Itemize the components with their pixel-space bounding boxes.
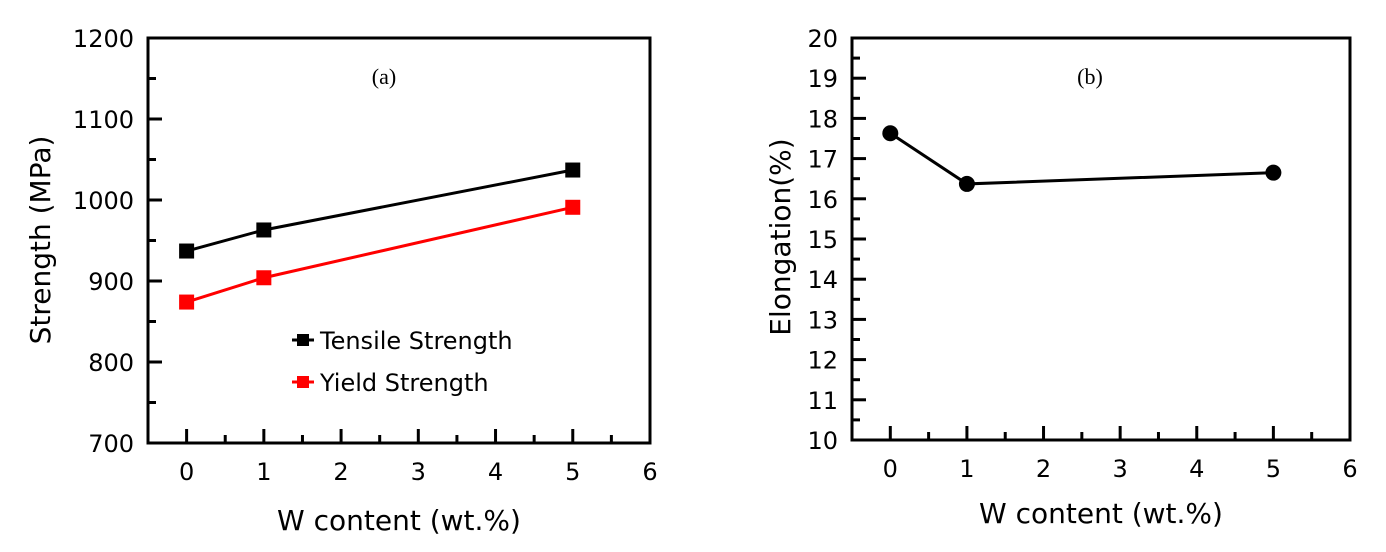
data-point-marker xyxy=(958,175,975,192)
y-tick-label: 800 xyxy=(88,349,134,377)
y-axis-title-a: Strength (MPa) xyxy=(24,136,57,345)
x-axis-title-a: W content (wt.%) xyxy=(277,504,521,537)
y-tick-label: 18 xyxy=(807,105,838,133)
x-tick-label: 5 xyxy=(565,458,580,486)
y-tick-label: 900 xyxy=(88,268,134,296)
x-tick-label: 0 xyxy=(179,458,194,486)
y-tick-label: 20 xyxy=(807,25,838,53)
y-tick-label: 14 xyxy=(807,266,838,294)
y-tick-label: 11 xyxy=(807,387,838,415)
series-line-yield-strength xyxy=(186,205,574,304)
x-tick-label: 0 xyxy=(883,455,898,483)
y-tick-label: 19 xyxy=(807,65,838,93)
x-tick-label: 6 xyxy=(642,458,657,486)
y-tick-label: 12 xyxy=(807,347,838,375)
y-axis-title-b: Elongation(%) xyxy=(764,138,797,335)
plot-frame-b xyxy=(850,36,1352,442)
series-line-tensile-strength xyxy=(186,168,574,253)
data-point-marker xyxy=(179,243,195,259)
x-tick-label: 2 xyxy=(1036,455,1051,483)
legend-marker xyxy=(297,334,309,346)
x-tick-label: 1 xyxy=(959,455,974,483)
y-tick-label: 17 xyxy=(807,146,838,174)
x-tick-label: 1 xyxy=(256,458,271,486)
x-tick-label: 2 xyxy=(333,458,348,486)
data-point-marker xyxy=(256,222,272,238)
y-tick-label: 700 xyxy=(88,430,134,458)
y-tick-label: 1100 xyxy=(73,106,134,134)
chart-panel-a: (a) W content (wt.%) Strength (MPa) 0 1 2 3… xyxy=(24,25,658,537)
x-tick-label: 4 xyxy=(488,458,503,486)
x-tick-label: 5 xyxy=(1266,455,1281,483)
y-tick-label: 15 xyxy=(807,226,838,254)
y-tick-label: 16 xyxy=(807,186,838,214)
legend-label: Yield Strength xyxy=(319,369,489,397)
y-tick-label: 13 xyxy=(807,306,838,334)
data-point-marker xyxy=(179,294,195,310)
legend-marker xyxy=(297,376,309,388)
x-tick-label: 3 xyxy=(1113,455,1128,483)
x-axis-title-b: W content (wt.%) xyxy=(979,497,1223,530)
panel-label-a: (a) xyxy=(372,64,396,89)
panel-label-b: (b) xyxy=(1077,64,1103,89)
x-tick-label: 3 xyxy=(411,458,426,486)
x-tick-label: 4 xyxy=(1189,455,1204,483)
data-point-marker xyxy=(1265,164,1282,181)
x-tick-label: 6 xyxy=(1342,455,1357,483)
y-tick-label: 10 xyxy=(807,427,838,455)
data-point-marker xyxy=(256,270,272,286)
legend-label: Tensile Strength xyxy=(319,327,513,355)
data-point-marker xyxy=(565,162,581,178)
series-line-elongation xyxy=(889,132,1274,186)
y-tick-label: 1200 xyxy=(73,25,134,53)
data-point-marker xyxy=(565,199,581,215)
y-tick-label: 1000 xyxy=(73,187,134,215)
data-point-marker xyxy=(882,125,899,142)
